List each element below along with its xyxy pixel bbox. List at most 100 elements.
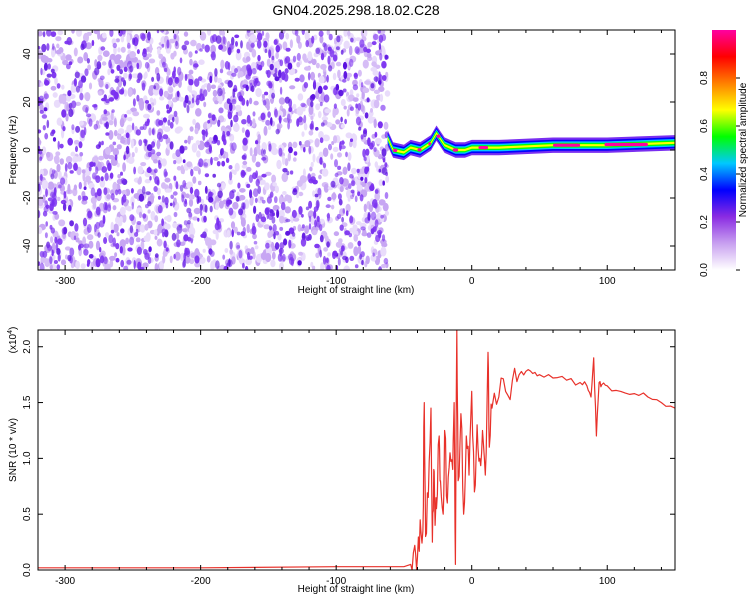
- noise-speck: [341, 245, 345, 252]
- noise-speck: [356, 168, 360, 173]
- noise-speck: [342, 255, 348, 261]
- noise-speck-light: [148, 87, 155, 96]
- noise-speck: [344, 230, 351, 236]
- noise-speck-light: [199, 31, 207, 41]
- noise-speck: [193, 63, 199, 68]
- noise-speck: [255, 140, 259, 145]
- noise-speck: [67, 90, 72, 97]
- noise-speck-light: [143, 113, 150, 119]
- noise-speck-light: [324, 108, 332, 114]
- noise-speck: [204, 204, 208, 213]
- noise-speck: [38, 261, 41, 267]
- noise-speck-light: [70, 261, 75, 269]
- noise-speck: [238, 249, 243, 259]
- noise-speck-light: [314, 138, 320, 148]
- band-peak-segment: [604, 142, 648, 147]
- noise-speck-light: [56, 117, 63, 126]
- noise-speck: [255, 80, 261, 87]
- noise-speck-light: [200, 198, 205, 205]
- noise-speck: [105, 98, 110, 104]
- noise-speck: [93, 123, 99, 130]
- noise-speck-light: [353, 246, 359, 257]
- noise-speck: [286, 170, 290, 176]
- noise-speck: [283, 73, 289, 82]
- colorbar-ticks: 0.0 0.2 0.4 0.6 0.8: [699, 71, 740, 277]
- noise-speck: [370, 83, 375, 89]
- noise-speck-light: [355, 37, 362, 42]
- noise-speck: [377, 30, 381, 34]
- noise-speck: [95, 221, 101, 230]
- noise-speck: [95, 206, 101, 216]
- noise-speck: [69, 220, 74, 227]
- noise-speck: [126, 259, 132, 265]
- noise-speck: [136, 221, 142, 225]
- noise-speck-light: [250, 247, 255, 255]
- noise-speck-light: [379, 93, 384, 102]
- noise-speck: [184, 139, 188, 144]
- noise-speck-light: [282, 191, 287, 195]
- noise-speck: [348, 183, 352, 190]
- noise-speck: [349, 106, 354, 111]
- noise-speck: [79, 152, 84, 157]
- noise-speck-light: [284, 206, 291, 214]
- noise-speck: [215, 260, 220, 270]
- noise-speck: [79, 243, 84, 249]
- noise-speck: [246, 131, 250, 138]
- noise-speck-light: [373, 118, 377, 129]
- noise-speck: [101, 140, 104, 146]
- noise-speck: [91, 39, 95, 47]
- noise-speck: [227, 111, 233, 120]
- noise-speck: [250, 85, 255, 93]
- noise-speck-light: [130, 138, 134, 149]
- noise-speck-light: [178, 96, 184, 102]
- noise-speck-light: [139, 102, 145, 111]
- noise-speck: [255, 214, 260, 223]
- noise-speck: [166, 39, 170, 49]
- noise-speck: [57, 140, 60, 150]
- noise-speck: [283, 238, 288, 246]
- noise-speck-light: [289, 85, 296, 90]
- noise-speck-light: [113, 46, 117, 55]
- noise-speck: [282, 168, 288, 173]
- noise-speck: [245, 84, 249, 92]
- noise-speck: [186, 104, 190, 114]
- noise-speck-light: [176, 126, 183, 132]
- noise-speck-light: [147, 209, 151, 214]
- noise-speck-light: [56, 163, 61, 173]
- noise-speck-light: [115, 216, 121, 224]
- noise-speck-light: [318, 174, 322, 180]
- noise-speck: [141, 185, 146, 195]
- noise-speck-light: [378, 199, 386, 206]
- noise-speck: [176, 239, 181, 248]
- noise-speck: [73, 162, 78, 171]
- noise-speck-light: [83, 52, 89, 62]
- noise-speck: [158, 135, 164, 143]
- noise-speck: [280, 202, 286, 211]
- noise-speck: [160, 30, 165, 33]
- noise-speck-light: [246, 41, 250, 50]
- noise-speck: [323, 43, 328, 52]
- noise-speck: [372, 252, 375, 257]
- noise-speck: [329, 49, 335, 58]
- noise-speck: [201, 129, 206, 136]
- noise-speck-light: [279, 262, 284, 270]
- noise-speck: [333, 103, 337, 109]
- noise-speck: [40, 67, 43, 76]
- y-tick-label: -40: [22, 238, 33, 253]
- noise-speck: [247, 30, 251, 33]
- noise-speck-light: [217, 77, 223, 84]
- noise-speck: [202, 96, 206, 101]
- noise-speck: [169, 202, 173, 207]
- noise-speck: [106, 160, 110, 167]
- noise-speck: [323, 85, 328, 91]
- noise-speck-light: [150, 152, 157, 161]
- noise-speck: [341, 139, 345, 146]
- noise-speck: [182, 259, 187, 268]
- noise-speck: [68, 108, 74, 118]
- noise-speck-light: [192, 176, 197, 184]
- noise-speck: [129, 214, 135, 222]
- noise-speck: [339, 177, 344, 185]
- noise-speck-light: [119, 206, 126, 216]
- noise-speck-light: [362, 59, 369, 69]
- noise-speck-light: [55, 36, 62, 42]
